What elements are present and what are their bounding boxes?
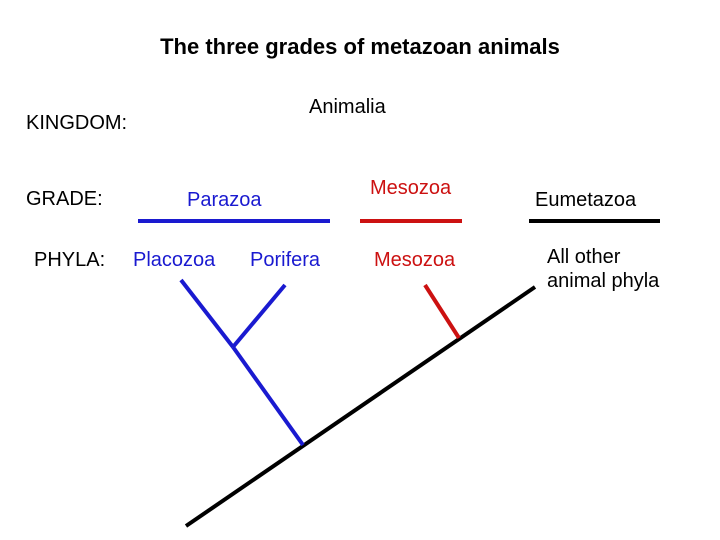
grade-label: GRADE:: [26, 188, 103, 210]
mesozoa-branch: [423, 283, 461, 340]
kingdom-label: KINGDOM:: [26, 112, 128, 134]
placozoa-branch: [179, 278, 235, 349]
phylum-mesozoa: Mesozoa: [374, 249, 456, 271]
diagram-title: The three grades of metazoan animals: [160, 34, 560, 59]
tree-trunk: [184, 285, 537, 528]
phylum-other-animals: All other animal phyla: [547, 245, 659, 293]
grade-parazoa: Parazoa: [187, 189, 262, 211]
kingdom-value: Animalia: [309, 96, 386, 118]
phylum-placozoa: Placozoa: [133, 249, 216, 271]
phyla-label: PHYLA:: [34, 249, 106, 271]
porifera-branch: [231, 283, 287, 349]
grade-mesozoa: Mesozoa: [370, 177, 452, 199]
phylum-porifera: Porifera: [250, 249, 321, 271]
grade-eumetazoa: Eumetazoa: [535, 189, 637, 211]
phylum-other-line2: animal phyla: [547, 270, 660, 292]
phylum-other-line1: All other: [547, 246, 621, 268]
parazoa-stem-branch: [231, 345, 305, 447]
